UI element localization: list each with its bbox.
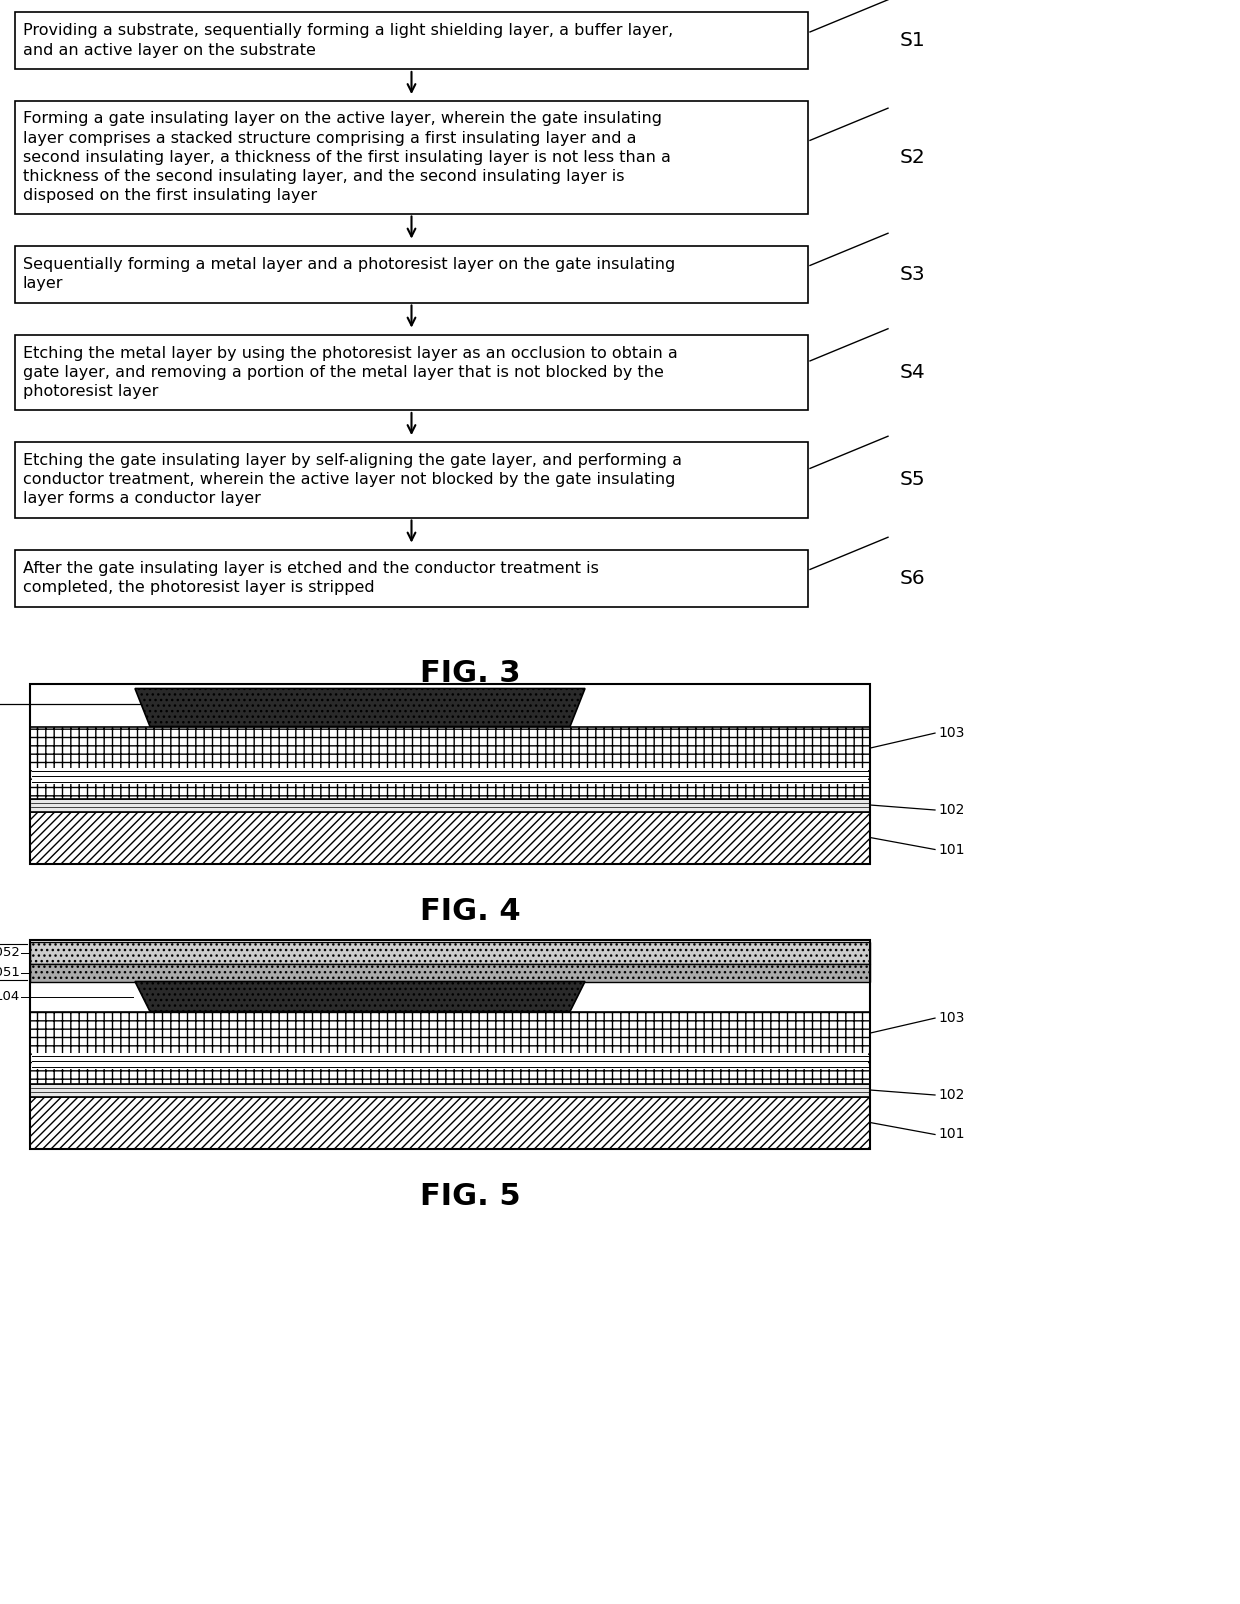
Text: 104: 104: [0, 990, 20, 1002]
Text: 102: 102: [937, 804, 965, 816]
Text: 1052: 1052: [0, 946, 20, 959]
Bar: [30, 812, 870, 863]
Bar: [30, 683, 870, 863]
Bar: [30, 1012, 870, 1083]
Text: S1: S1: [900, 30, 926, 50]
Bar: [30, 964, 870, 982]
Bar: [30, 940, 870, 1148]
Text: S5: S5: [900, 470, 925, 489]
Text: 103: 103: [937, 1011, 965, 1025]
Bar: [32, 768, 868, 784]
Text: After the gate insulating layer is etched and the conductor treatment is
complet: After the gate insulating layer is etche…: [24, 561, 599, 595]
Text: FIG. 4: FIG. 4: [419, 897, 521, 926]
Polygon shape: [135, 688, 585, 727]
Bar: [30, 727, 870, 799]
Polygon shape: [135, 982, 585, 1012]
Bar: [15, 443, 808, 518]
Text: S4: S4: [900, 363, 926, 382]
Bar: [32, 1054, 868, 1070]
Text: 102: 102: [937, 1088, 965, 1102]
Text: Sequentially forming a metal layer and a photoresist layer on the gate insulatin: Sequentially forming a metal layer and a…: [24, 257, 676, 290]
Bar: [15, 11, 808, 69]
Bar: [15, 101, 808, 213]
Bar: [15, 245, 808, 303]
Text: S2: S2: [900, 148, 926, 167]
Text: Etching the metal layer by using the photoresist layer as an occlusion to obtain: Etching the metal layer by using the pho…: [24, 345, 678, 399]
Bar: [30, 942, 870, 964]
Bar: [30, 799, 870, 812]
Bar: [30, 1083, 870, 1097]
Bar: [30, 1097, 870, 1148]
Text: S3: S3: [900, 265, 925, 284]
Text: Forming a gate insulating layer on the active layer, wherein the gate insulating: Forming a gate insulating layer on the a…: [24, 111, 671, 204]
Text: Etching the gate insulating layer by self-aligning the gate layer, and performin: Etching the gate insulating layer by sel…: [24, 452, 682, 507]
Bar: [15, 335, 808, 411]
Text: 1051: 1051: [0, 966, 20, 978]
Text: S6: S6: [900, 568, 925, 587]
Text: FIG. 3: FIG. 3: [420, 659, 521, 688]
Text: FIG. 5: FIG. 5: [419, 1182, 521, 1211]
Text: 103: 103: [937, 727, 965, 739]
Text: Providing a substrate, sequentially forming a light shielding layer, a buffer la: Providing a substrate, sequentially form…: [24, 24, 673, 58]
Bar: [15, 550, 808, 606]
Text: 101: 101: [937, 842, 965, 857]
Text: 101: 101: [937, 1128, 965, 1142]
